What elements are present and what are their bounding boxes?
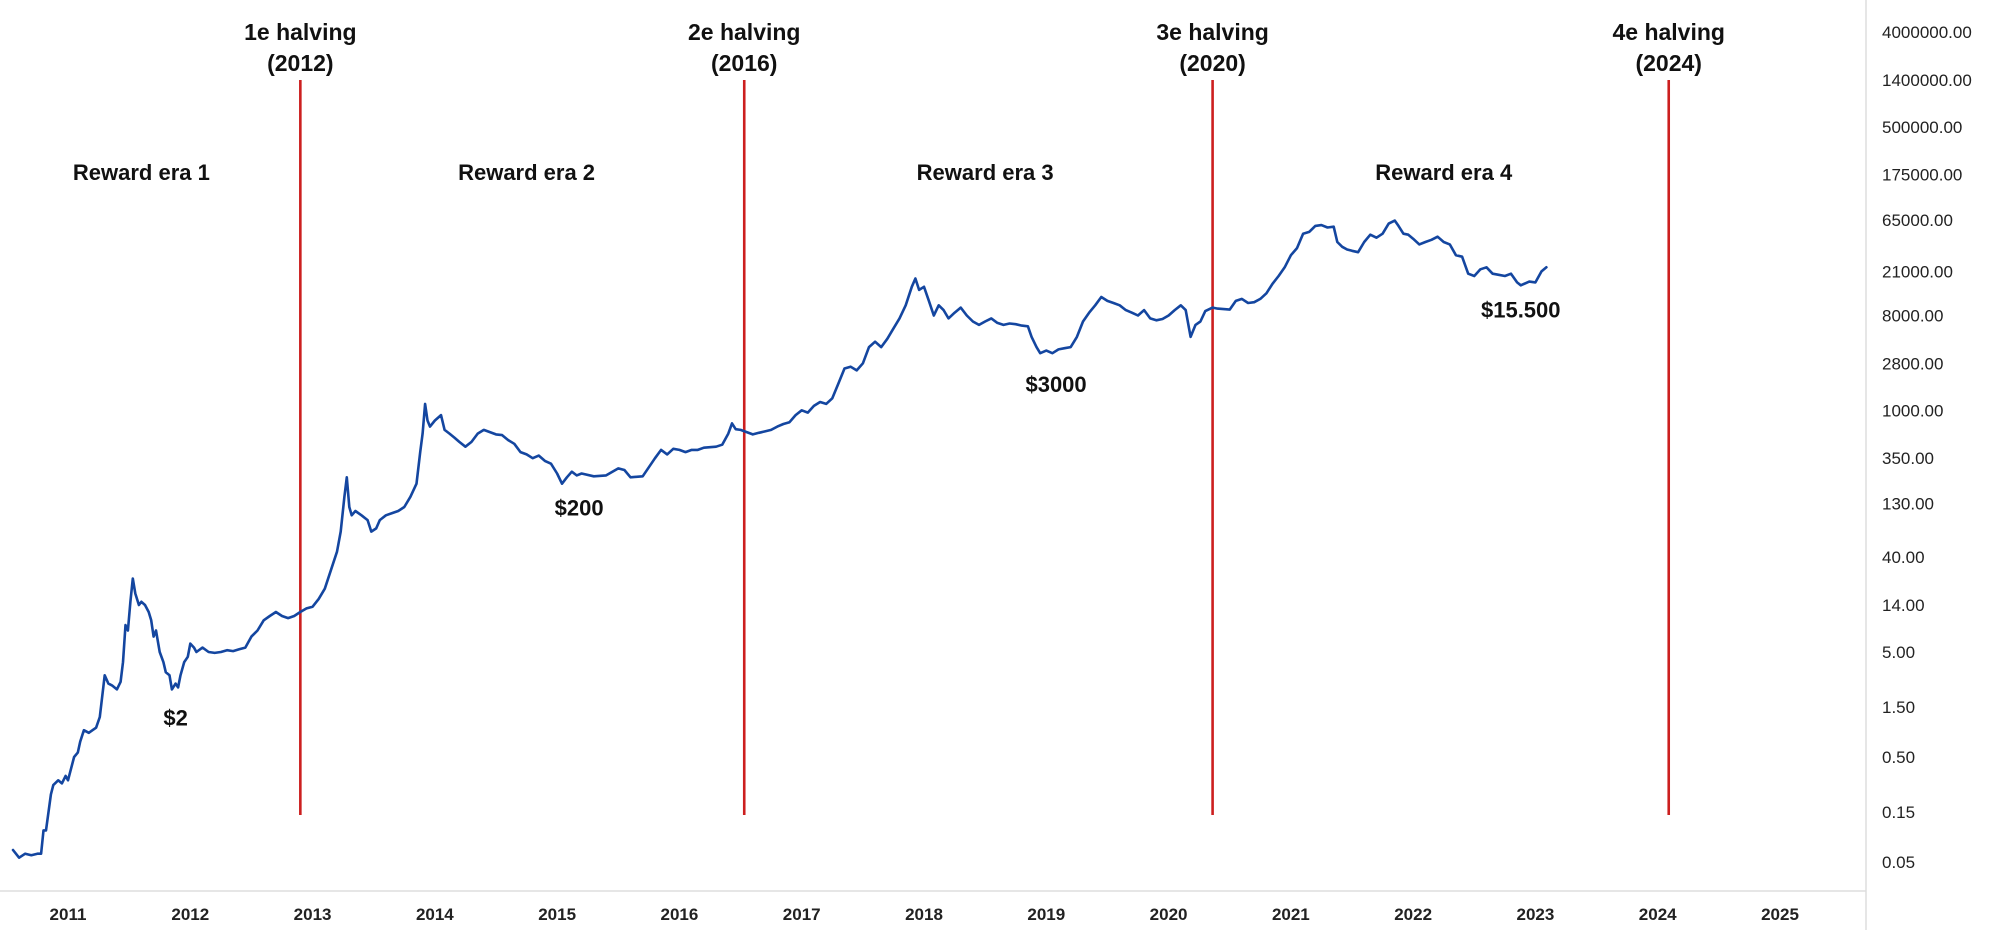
price-line <box>11 219 1548 859</box>
price-annotation: $200 <box>555 496 604 521</box>
x-tick-label: 2017 <box>783 905 821 924</box>
y-tick-label: 500000.00 <box>1882 118 1962 137</box>
x-tick-label: 2013 <box>294 905 332 924</box>
x-tick-label: 2016 <box>661 905 699 924</box>
era-label: Reward era 3 <box>917 160 1054 185</box>
y-tick-label: 1400000.00 <box>1882 71 1972 90</box>
y-tick-label: 40.00 <box>1882 548 1925 567</box>
y-tick-label: 1000.00 <box>1882 401 1943 420</box>
x-tick-label: 2014 <box>416 905 454 924</box>
y-axis: 4000000.00 1400000.00 500000.00 175000.00 65… <box>1882 23 1972 872</box>
y-tick-label: 21000.00 <box>1882 262 1953 281</box>
y-tick-label: 65000.00 <box>1882 211 1953 230</box>
y-tick-label: 130.00 <box>1882 494 1934 513</box>
y-tick-label: 0.15 <box>1882 803 1915 822</box>
y-tick-label: 4000000.00 <box>1882 23 1972 42</box>
y-tick-label: 1.50 <box>1882 698 1915 717</box>
x-tick-label: 2023 <box>1517 905 1555 924</box>
y-tick-label: 14.00 <box>1882 596 1925 615</box>
reward-era-labels: Reward era 1 Reward era 2 Reward era 3 Rewa… <box>73 160 1513 185</box>
x-tick-label: 2024 <box>1639 905 1677 924</box>
era-label: Reward era 4 <box>1375 160 1513 185</box>
era-label: Reward era 1 <box>73 160 210 185</box>
y-tick-label: 175000.00 <box>1882 166 1962 185</box>
halving-title: 4e halving <box>1612 19 1724 45</box>
halving-year: (2024) <box>1635 50 1701 76</box>
price-annotation: $15.500 <box>1481 297 1561 322</box>
x-axis: 2011 2012 2013 2014 2015 2016 2017 2018 2019 2020… <box>50 905 1799 924</box>
y-tick-label: 0.50 <box>1882 748 1915 767</box>
halving-title: 1e halving <box>244 19 356 45</box>
price-series <box>11 219 1548 859</box>
price-annotation: $2 <box>163 706 187 731</box>
halving-title: 3e halving <box>1156 19 1268 45</box>
halving-year: (2012) <box>267 50 333 76</box>
x-tick-label: 2020 <box>1150 905 1188 924</box>
y-tick-label: 2800.00 <box>1882 354 1943 373</box>
x-tick-label: 2018 <box>905 905 943 924</box>
y-tick-label: 5.00 <box>1882 643 1915 662</box>
y-tick-label: 350.00 <box>1882 449 1934 468</box>
x-tick-label: 2011 <box>50 905 87 924</box>
x-tick-label: 2012 <box>171 905 209 924</box>
price-annotations: $2 $200 $3000 $15.500 <box>163 297 1560 730</box>
halving-year: (2020) <box>1179 50 1245 76</box>
y-tick-label: 8000.00 <box>1882 306 1943 325</box>
x-tick-label: 2022 <box>1394 905 1432 924</box>
halving-markers: 1e halving (2012) 2e halving (2016) 3e halvi… <box>244 19 1725 815</box>
price-annotation: $3000 <box>1025 372 1086 397</box>
x-tick-label: 2019 <box>1027 905 1065 924</box>
halving-title: 2e halving <box>688 19 800 45</box>
x-tick-label: 2021 <box>1272 905 1310 924</box>
halving-year: (2016) <box>711 50 777 76</box>
x-tick-label: 2015 <box>538 905 576 924</box>
y-tick-label: 0.05 <box>1882 853 1915 872</box>
x-tick-label: 2025 <box>1761 905 1799 924</box>
era-label: Reward era 2 <box>458 160 595 185</box>
